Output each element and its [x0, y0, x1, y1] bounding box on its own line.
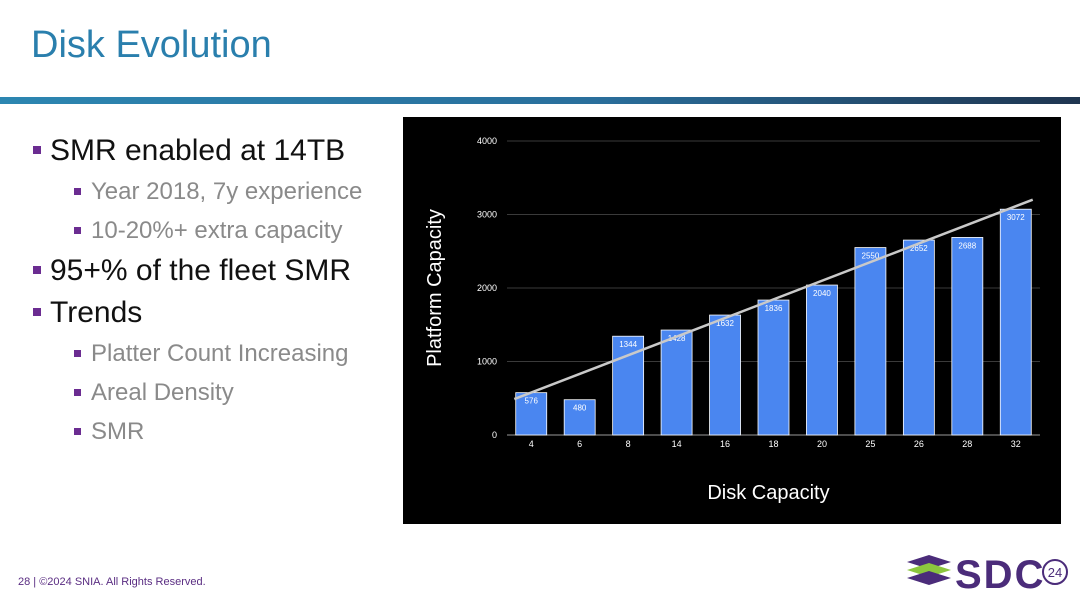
bar-data-label: 1836 — [765, 304, 783, 313]
bar — [563, 399, 596, 436]
y-tick-label: 4000 — [477, 136, 497, 146]
trend-line — [513, 198, 1034, 401]
bullet-item: Trends — [30, 292, 410, 334]
bar-data-label: 2550 — [862, 252, 880, 261]
bar — [612, 335, 645, 436]
bar — [951, 237, 984, 436]
footer-copyright: 28 | ©2024 SNIA. All Rights Reserved. — [18, 576, 206, 588]
bar — [515, 392, 548, 436]
bar — [757, 299, 790, 436]
bullet-square-icon — [33, 308, 41, 316]
sub-bullet-item: Year 2018, 7y experience — [30, 172, 410, 211]
y-axis-title: Platform Capacity — [424, 209, 446, 367]
y-tick-label: 1000 — [477, 357, 497, 367]
x-tick-label: 32 — [1011, 439, 1021, 449]
bullet-text: SMR enabled at 14TB — [50, 134, 346, 167]
bar-data-label: 1344 — [619, 340, 637, 349]
bar — [902, 239, 935, 436]
bullet-item: SMR enabled at 14TB — [30, 130, 410, 172]
sub-bullet-item: Platter Count Increasing — [30, 334, 410, 373]
x-tick-label: 16 — [720, 439, 730, 449]
bar-data-label: 1632 — [716, 319, 734, 328]
sub-bullet-item: Areal Density — [30, 373, 410, 412]
bullet-square-icon — [74, 428, 81, 435]
bullet-text: 95+% of the fleet SMR — [50, 254, 351, 287]
logo-stack-top-icon — [907, 555, 951, 569]
bar — [999, 208, 1032, 436]
x-tick-label: 14 — [672, 439, 682, 449]
bullet-square-icon — [74, 350, 81, 357]
x-tick-label: 26 — [914, 439, 924, 449]
logo-badge-icon — [1042, 559, 1068, 585]
bar-data-label: 1428 — [668, 334, 686, 343]
bar-data-label: 576 — [525, 397, 539, 406]
sdc-logo: SDC 24 — [905, 550, 1070, 597]
bar-data-label: 2688 — [958, 241, 976, 250]
sub-bullet-text: SMR — [91, 418, 145, 445]
x-tick-label: 28 — [962, 439, 972, 449]
bar — [854, 247, 887, 436]
bar-data-label: 2040 — [813, 289, 831, 298]
bar — [660, 329, 693, 436]
x-tick-label: 8 — [626, 439, 631, 449]
sub-bullet-text: Platter Count Increasing — [91, 340, 349, 367]
logo-text: SDC — [955, 553, 1045, 595]
bullet-square-icon — [74, 227, 81, 234]
sub-bullet-item: SMR — [30, 412, 410, 451]
bar-data-label: 2652 — [910, 244, 928, 253]
bullet-square-icon — [74, 188, 81, 195]
logo-stack-bottom-icon — [907, 571, 951, 585]
sub-bullet-text: Areal Density — [91, 379, 234, 406]
bullet-square-icon — [74, 389, 81, 396]
x-tick-label: 6 — [577, 439, 582, 449]
bullet-square-icon — [33, 266, 41, 274]
x-tick-label: 20 — [817, 439, 827, 449]
x-axis-title: Disk Capacity — [707, 482, 829, 504]
sub-bullet-item: 10-20%+ extra capacity — [30, 211, 410, 250]
bar-chart: 0100020003000400057644806134481428141632… — [424, 136, 1040, 504]
sub-bullet-text: Year 2018, 7y experience — [91, 178, 363, 205]
y-tick-label: 0 — [492, 430, 497, 440]
bar — [709, 314, 741, 436]
x-tick-label: 18 — [768, 439, 778, 449]
y-tick-label: 3000 — [477, 210, 497, 220]
bullet-square-icon — [33, 146, 41, 154]
bar-data-label: 480 — [573, 404, 587, 413]
bar — [806, 284, 838, 436]
logo-stack-middle-icon — [907, 563, 951, 577]
slide-title: Disk Evolution — [31, 24, 272, 66]
sub-bullet-text: 10-20%+ extra capacity — [91, 217, 343, 244]
x-tick-label: 4 — [529, 439, 534, 449]
logo-badge-text: 24 — [1048, 565, 1062, 580]
bar-chart-panel: 0 1000 2000 3000 4000 576 4 480 6 1344 8 1428 14 1632… — [403, 117, 1061, 524]
title-divider — [0, 97, 1080, 104]
y-tick-label: 2000 — [477, 283, 497, 293]
bullet-text: Trends — [50, 296, 143, 329]
bar-data-label: 3072 — [1007, 213, 1025, 222]
x-tick-label: 25 — [865, 439, 875, 449]
bullet-list: SMR enabled at 14TB Year 2018, 7y experi… — [30, 130, 410, 451]
bullet-item: 95+% of the fleet SMR — [30, 250, 410, 292]
